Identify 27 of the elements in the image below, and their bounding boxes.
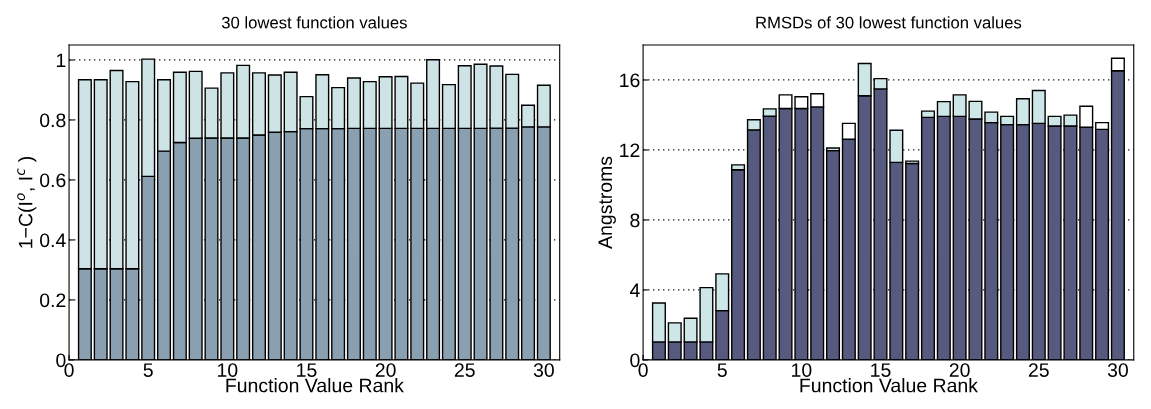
x-tick-label: 10	[218, 363, 238, 377]
y-axis-title: Angstroms	[598, 156, 616, 249]
x-tick-label: 30	[533, 363, 554, 377]
x-tick-label: 20	[375, 363, 396, 377]
x-axis-title: Function Value Rank	[226, 378, 404, 393]
x-axis-title: Function Value Rank	[800, 378, 978, 393]
y-tick-label: 16	[620, 73, 640, 88]
y-axis-title: 1−C(I$^{o}$, I$^{c}$ )	[17, 157, 37, 248]
x-tick-label: 5	[143, 363, 153, 377]
x-tick-label: 20	[949, 363, 970, 377]
y-tick-label: 0.4	[40, 233, 66, 248]
x-tick-label: 25	[454, 363, 475, 377]
y-tick-label: 4	[629, 283, 640, 297]
chart-title: 30 lowest function values	[221, 16, 407, 29]
x-tick-label: 30	[1107, 363, 1128, 377]
y-tick-label: 1	[56, 53, 66, 68]
y-tick-label: 8	[630, 213, 640, 228]
x-tick-label: 15	[871, 363, 891, 377]
y-tick-label: 0.8	[40, 113, 66, 128]
x-tick-label: 25	[1028, 363, 1049, 377]
y-tick-label: 0.2	[40, 293, 66, 308]
x-tick-label: 15	[297, 363, 317, 377]
y-tick-label: 12	[620, 143, 640, 158]
x-tick-label: 10	[792, 363, 812, 377]
chart-title: RMSDs of 30 lowest function values	[756, 16, 1022, 29]
x-tick-label: 5	[717, 363, 727, 377]
y-tick-label: 0.6	[40, 173, 66, 188]
